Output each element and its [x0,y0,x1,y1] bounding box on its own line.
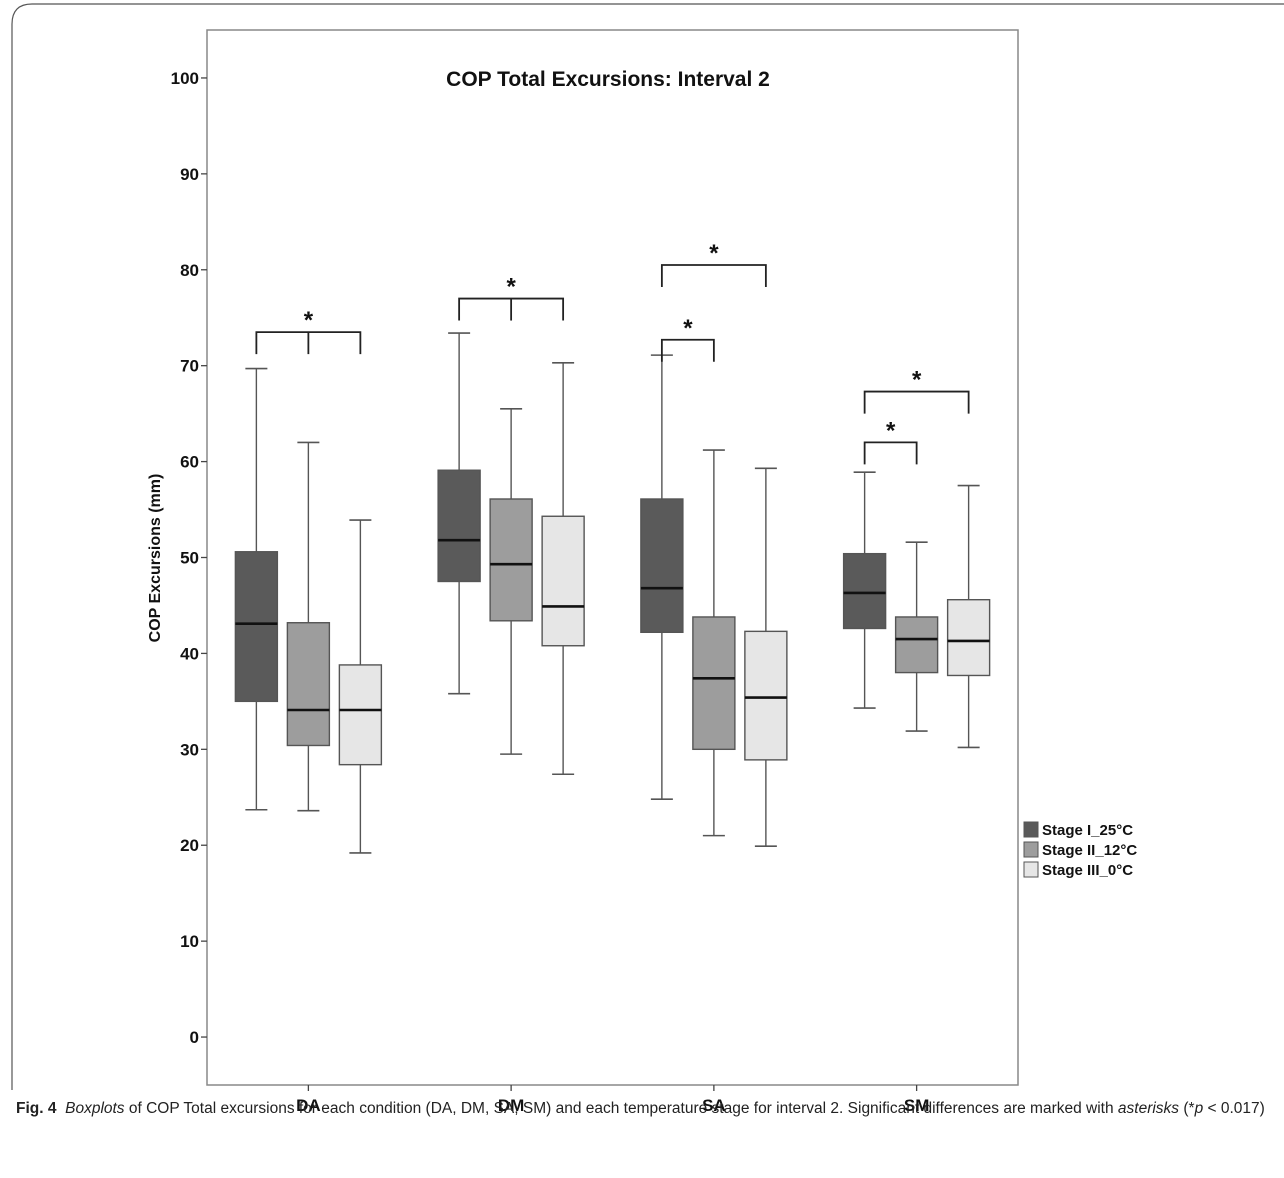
box-SA-series-0 [640,354,684,800]
y-tick-label: 30 [180,740,199,759]
y-tick-label: 60 [180,453,199,472]
significance-bracket: * [255,307,362,355]
iqr-box [894,616,939,674]
caption-text-3: asterisks [1117,1100,1180,1117]
caption-text-5: p [1194,1100,1204,1117]
x-axis: DA DM SA SM [296,1085,929,1115]
significance-bracket: * [458,274,565,321]
iqr-box [541,515,585,647]
iqr-box [692,616,736,751]
box-SM-series-1 [894,541,939,732]
significance-asterisk: * [886,417,896,444]
box-SM-series-0 [842,471,887,709]
significance-asterisk: * [506,274,516,301]
significance-bracket: * [863,367,970,414]
significance-bracket: * [660,315,715,362]
legend-item: Stage II_12°C [1023,841,1137,859]
y-tick-label: 50 [180,549,199,568]
box-SA-series-2 [744,467,788,847]
y-tick-label: 80 [180,261,199,280]
y-tick-label: 70 [180,357,199,376]
caption-text-6: < 0.017) [1203,1100,1265,1117]
caption-text-1: Boxplots [65,1100,125,1117]
caption-text-2: of COP Total excursions for each conditi… [124,1100,1118,1117]
significance-asterisk: * [912,367,922,394]
iqr-box [437,469,481,583]
iqr-box [489,498,533,622]
box-DA-series-2 [338,519,383,854]
x-tick-label: SA [702,1096,726,1115]
y-axis: 0 10 20 30 40 50 60 70 80 90 100 [171,69,207,1047]
boxes-layer [234,332,991,854]
box-DA-series-1 [286,441,331,812]
y-tick-label: 20 [180,836,199,855]
legend-swatch [1023,841,1039,858]
iqr-box [842,552,887,630]
plot-area [206,29,1019,1086]
legend: Stage I_25°C Stage II_12°C Stage III_0°C [1023,821,1137,879]
x-tick-label: SM [904,1096,930,1115]
box-DM-series-1 [489,408,533,755]
box-DM-series-2 [541,362,585,776]
significance-bracket: * [660,240,767,287]
box-SA-series-1 [692,449,736,837]
caption-figure-number: Fig. 4 [16,1100,57,1117]
figure-border [11,3,1284,1090]
legend-label: Stage II_12°C [1042,842,1137,859]
x-tick-label: DA [296,1096,321,1115]
significance-asterisk: * [709,240,719,267]
box-DA-series-0 [234,367,279,811]
y-tick-label: 40 [180,644,199,663]
legend-label: Stage I_25°C [1042,822,1133,839]
legend-label: Stage III_0°C [1042,862,1133,879]
y-tick-label: 90 [180,165,199,184]
legend-item: Stage III_0°C [1023,861,1133,879]
chart-title: COP Total Excursions: Interval 2 [446,68,770,91]
iqr-box [744,630,788,761]
bracket-line [660,338,715,362]
bracket-line [458,297,565,321]
y-axis-title: COP Excursions (mm) [147,474,164,643]
significance-asterisk: * [683,315,693,342]
y-tick-label: 10 [180,932,199,951]
bracket-line [863,390,970,414]
significance-layer: * * * * * * [255,240,970,465]
y-tick-label: 0 [190,1028,199,1047]
legend-swatch [1023,861,1039,878]
iqr-box [286,622,331,747]
iqr-box [234,551,279,703]
significance-bracket: * [863,417,918,465]
iqr-box [946,599,991,677]
significance-asterisk: * [304,307,314,334]
y-tick-label: 100 [171,69,199,88]
iqr-box [338,664,383,766]
box-DM-series-0 [437,332,481,695]
box-SM-series-2 [946,484,991,749]
bracket-line [660,264,767,287]
iqr-box [640,498,684,634]
figure-caption: Fig. 4 Boxplots of COP Total excursions … [16,1098,1276,1120]
legend-swatch [1023,821,1039,838]
x-tick-label: DM [498,1096,524,1115]
bracket-line [863,441,918,465]
legend-item: Stage I_25°C [1023,821,1133,839]
caption-text-4: (* [1179,1100,1195,1117]
